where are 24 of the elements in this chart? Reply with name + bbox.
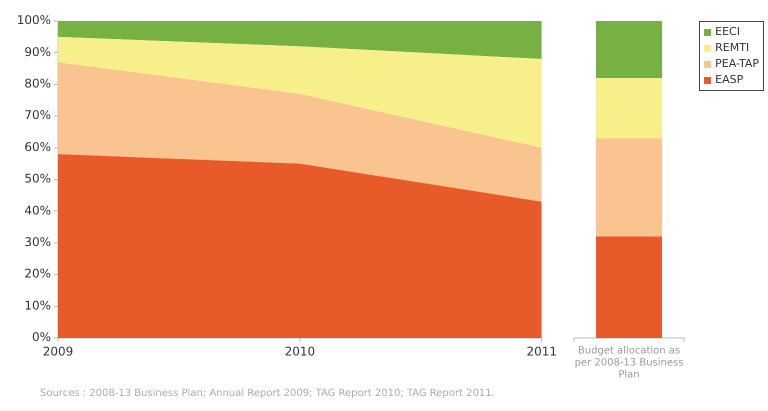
bar: [596, 21, 662, 78]
legend-label: EASP: [715, 72, 744, 88]
bar: [596, 236, 662, 338]
x-tick-label: 2011: [526, 344, 558, 358]
y-tick-label: 80%: [24, 76, 51, 91]
y-tick-label: 50%: [24, 172, 51, 186]
x-tick-label: 2009: [42, 344, 74, 358]
legend-label: EECI: [715, 24, 740, 40]
y-tick-label: 0%: [32, 330, 51, 344]
y-tick-label: 20%: [24, 266, 51, 281]
bar: [596, 78, 662, 138]
x-tick-label: Budget allocation as per 2008-13 Business Plan: [574, 346, 684, 381]
y-tick-label: 30%: [24, 235, 51, 250]
legend-label: REMTI: [715, 40, 750, 56]
y-tick-label: 100%: [16, 13, 51, 28]
bar: [596, 138, 662, 237]
source-note: Sources : 2008-13 Business Plan; Annual Report 2009; TAG Report 2010; TAG Report 2011.: [40, 388, 495, 399]
y-tick-label: 10%: [24, 298, 51, 312]
x-tick-label: 2010: [284, 344, 316, 358]
y-tick-label: 40%: [24, 203, 51, 218]
legend-label: PEA-TAP: [715, 56, 759, 72]
y-tick-label: 90%: [24, 44, 51, 59]
y-tick-label: 60%: [24, 140, 51, 154]
y-tick-label: 70%: [24, 108, 51, 122]
